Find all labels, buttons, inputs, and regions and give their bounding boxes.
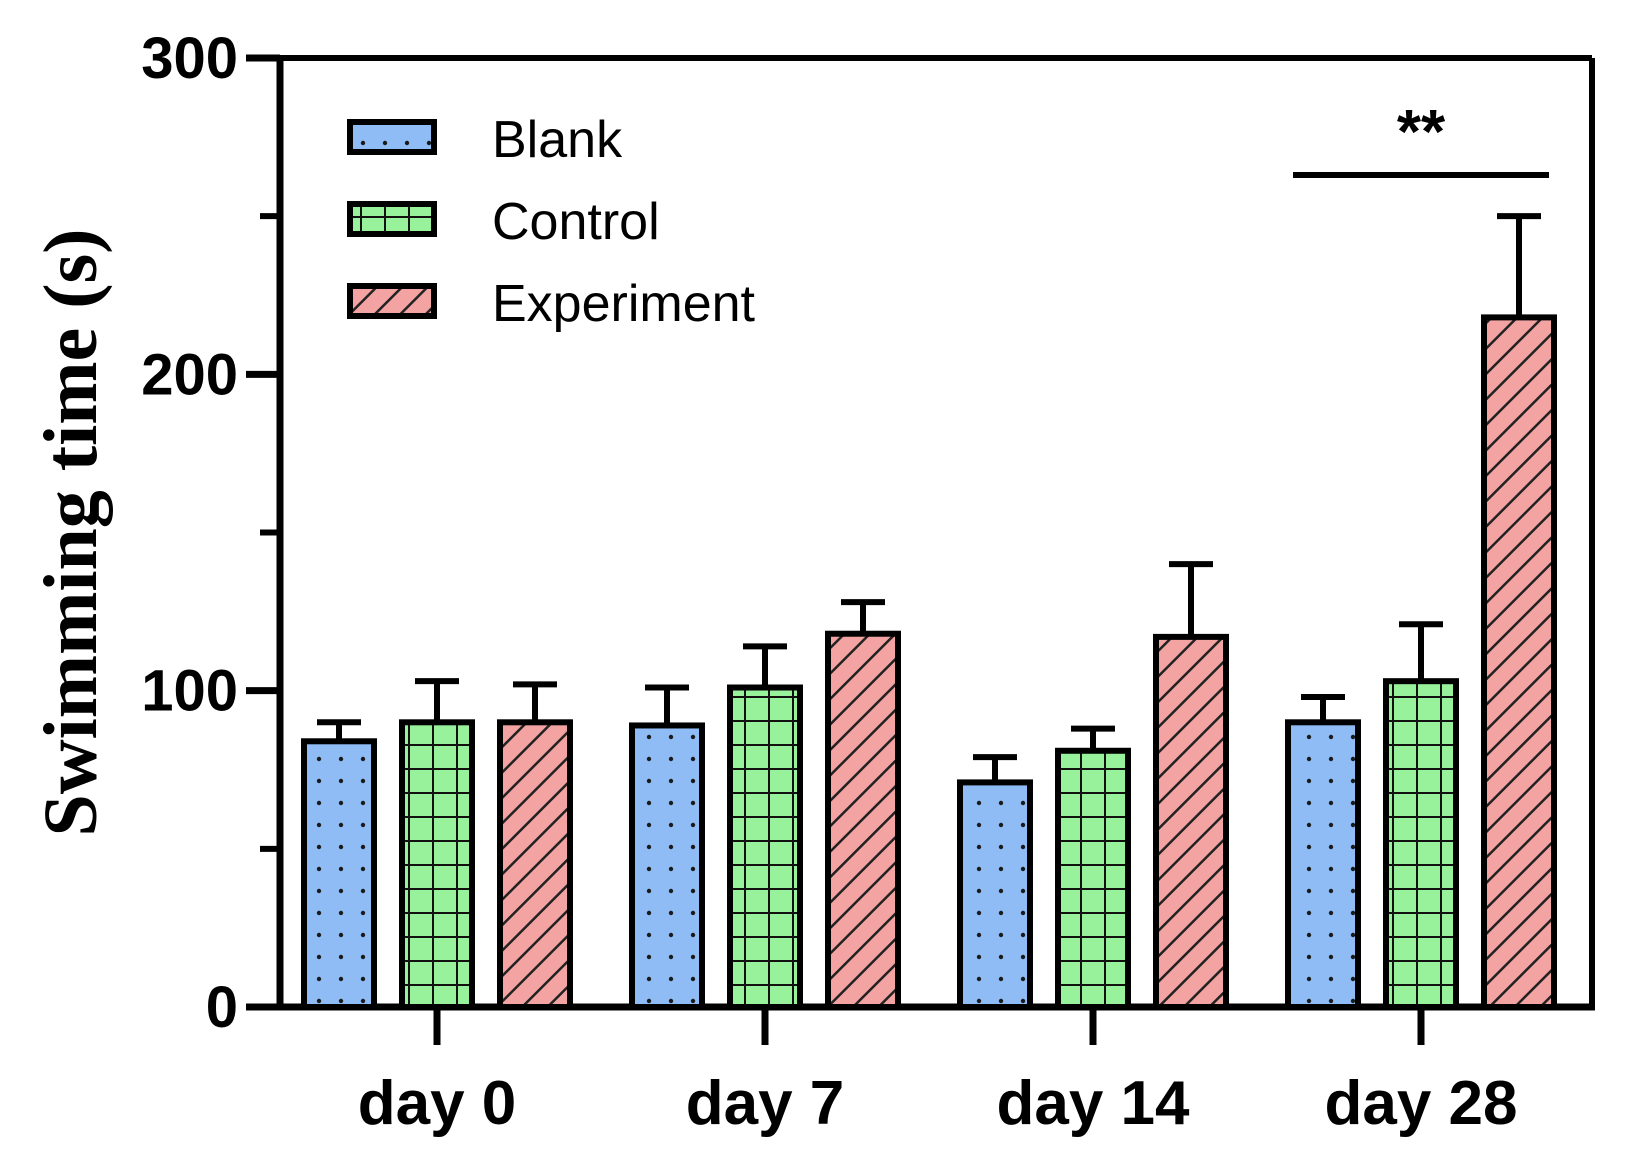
bar-experiment [825, 630, 901, 1011]
y-axis-label: Swimming time (s) [29, 229, 113, 837]
bar-blank [1285, 719, 1361, 1010]
bar-blank [629, 722, 705, 1010]
legend-swatch-blank [347, 119, 437, 155]
bar-experiment [497, 719, 573, 1010]
legend-swatch-experiment [347, 283, 437, 319]
legend: Blank Control Experiment [347, 111, 756, 333]
significance-label: ** [1397, 98, 1446, 167]
bar-control [1383, 678, 1459, 1011]
bar-control [727, 684, 803, 1011]
y-tick-label: 200 [141, 342, 238, 407]
legend-label-experiment: Experiment [492, 275, 756, 333]
bar-experiment [1481, 314, 1557, 1011]
bar-control [399, 719, 475, 1010]
bar-control [1055, 747, 1131, 1011]
x-tick-label: day 7 [686, 1069, 845, 1138]
y-tick-label: 100 [141, 659, 238, 724]
x-tick-label: day 14 [996, 1069, 1190, 1138]
bar-blank [957, 779, 1033, 1010]
bar-experiment [1153, 633, 1229, 1010]
legend-swatch-control [347, 201, 437, 237]
x-tick-label: day 0 [358, 1069, 517, 1138]
legend-label-blank: Blank [492, 111, 623, 169]
legend-label-control: Control [492, 193, 660, 251]
y-tick-label: 300 [141, 26, 238, 91]
y-tick-label: 0 [206, 975, 238, 1040]
x-tick-label: day 28 [1324, 1069, 1517, 1138]
bar-blank [301, 738, 377, 1011]
